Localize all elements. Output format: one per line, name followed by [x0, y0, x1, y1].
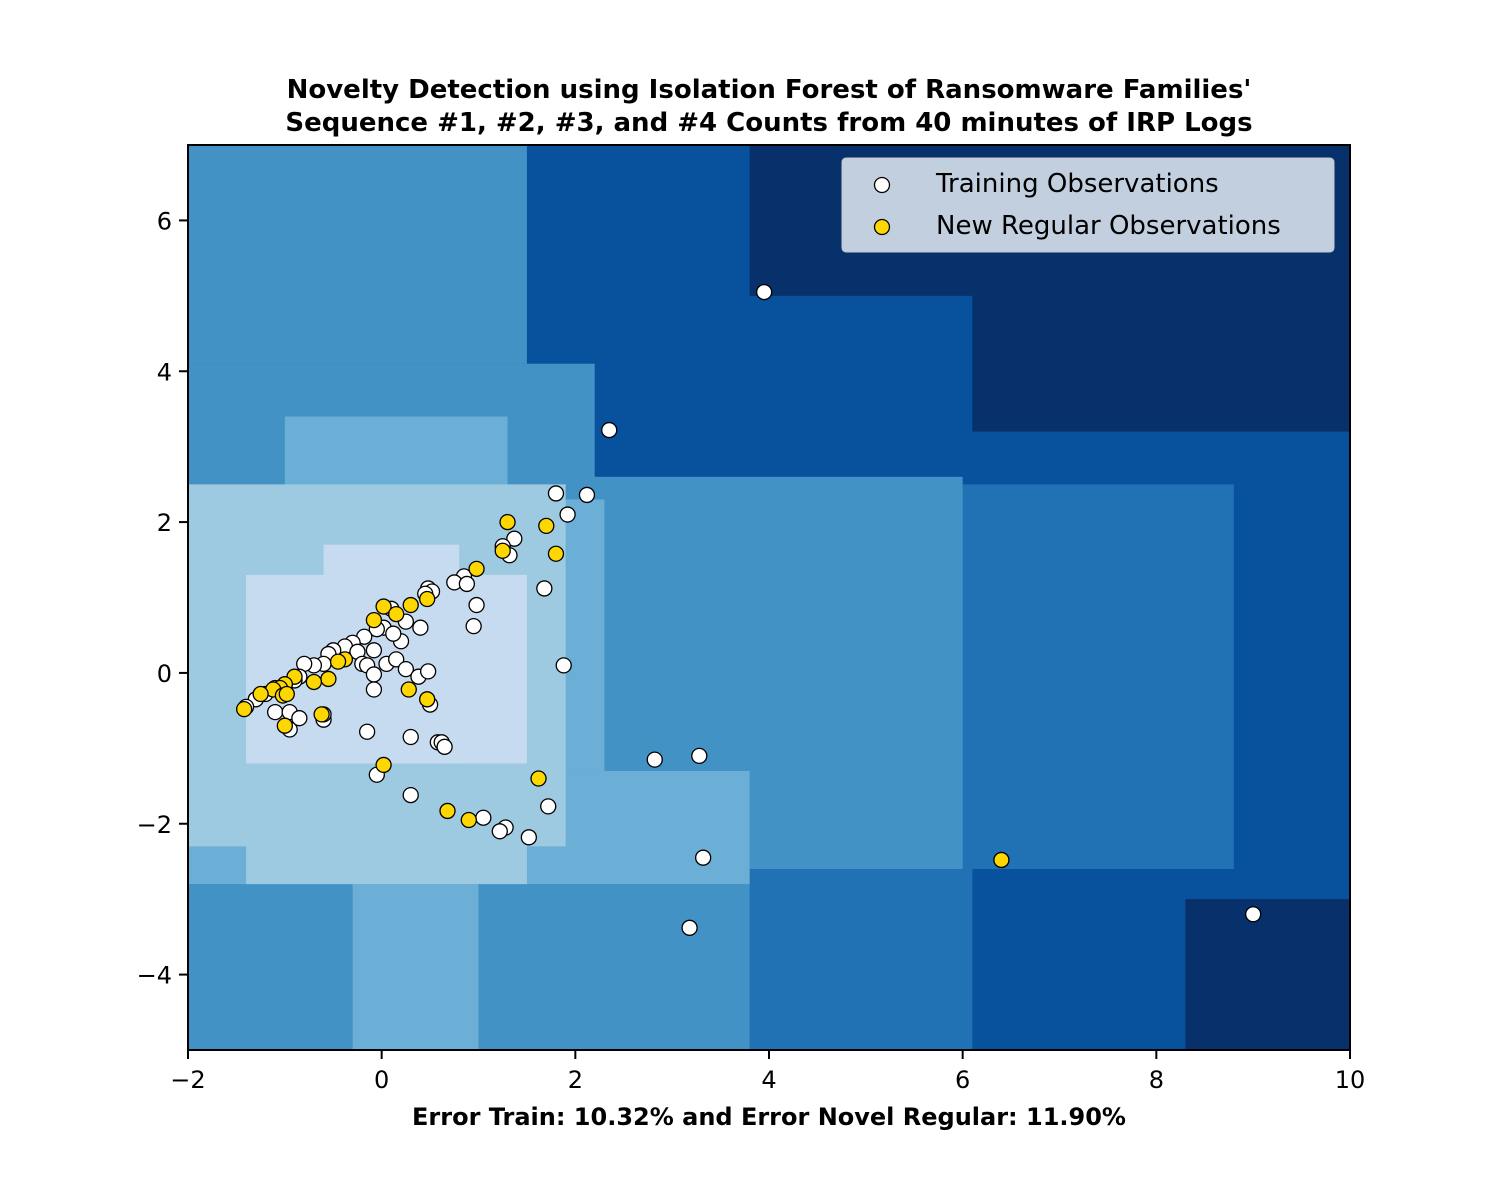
training-point — [402, 786, 419, 804]
chart-title-line-1: Novelty Detection using Isolation Forest… — [287, 75, 1252, 105]
new-regular-point — [252, 685, 269, 703]
contour-band-stalk — [352, 884, 479, 1050]
new-regular-point — [388, 605, 405, 623]
training-point — [547, 485, 565, 502]
x-axis-label: Error Train: 10.32% and Error Novel Regu… — [412, 1103, 1126, 1131]
new-regular-point — [530, 770, 547, 787]
new-regular-point — [419, 590, 436, 608]
new-regular-point — [236, 700, 253, 718]
training-point — [397, 660, 415, 678]
new-regular-point — [439, 802, 456, 820]
training-point — [491, 823, 508, 840]
new-regular-point — [468, 560, 485, 577]
scatter-points — [236, 283, 1262, 936]
new-regular-point — [494, 542, 511, 559]
training-point — [601, 421, 618, 439]
x-tick-label: 10 — [1335, 1066, 1366, 1094]
x-tick-label: 8 — [1149, 1066, 1164, 1094]
contour-band-bottom-right — [1185, 899, 1350, 1050]
training-point — [681, 919, 698, 936]
legend-label-training: Training Observations — [935, 169, 1219, 199]
training-point — [1245, 906, 1262, 923]
training-point — [646, 751, 663, 768]
new-regular-point — [320, 670, 337, 688]
training-point — [475, 809, 492, 826]
training-point — [419, 663, 437, 680]
y-tick-label: 4 — [157, 358, 172, 386]
new-regular-point — [278, 685, 295, 703]
new-regular-point — [402, 596, 419, 614]
training-point — [358, 723, 376, 740]
training-point — [291, 710, 308, 727]
chart-title-line-2: Sequence #1, #2, #3, and #4 Counts from … — [285, 108, 1252, 138]
new-regular-point — [460, 811, 477, 829]
new-regular-point — [329, 653, 347, 670]
training-point — [365, 642, 383, 659]
training-point — [436, 738, 453, 755]
new-regular-point — [313, 706, 330, 723]
legend-marker-training — [873, 176, 891, 194]
training-point — [468, 596, 485, 614]
new-regular-point — [547, 545, 565, 562]
legend-label-new-regular: New Regular Observations — [936, 211, 1281, 241]
training-point — [412, 619, 429, 636]
training-point — [402, 728, 419, 746]
training-point — [458, 575, 476, 593]
training-point — [365, 681, 383, 698]
new-regular-point — [419, 691, 436, 708]
training-point — [536, 580, 553, 597]
x-tick-label: 4 — [761, 1066, 776, 1094]
new-regular-point — [375, 598, 392, 615]
new-regular-point — [305, 673, 323, 691]
training-point — [506, 530, 523, 547]
y-tick-label: 0 — [157, 660, 172, 688]
new-regular-point — [276, 717, 293, 734]
legend-box — [841, 157, 1335, 253]
new-regular-point — [499, 513, 516, 531]
x-tick-label: 0 — [374, 1066, 389, 1094]
y-tick-label: −2 — [137, 811, 172, 839]
new-regular-point — [538, 517, 555, 535]
x-tick-label: 6 — [955, 1066, 970, 1094]
training-point — [520, 829, 538, 846]
x-tick-label: −2 — [170, 1066, 205, 1094]
training-point — [365, 666, 383, 683]
training-point — [691, 747, 708, 765]
training-point — [266, 703, 284, 721]
training-point — [695, 849, 712, 866]
legend-marker-new-regular — [873, 218, 891, 236]
contour-band-core-bottom — [246, 823, 527, 885]
training-point — [388, 651, 405, 668]
y-tick-label: 2 — [157, 509, 172, 537]
x-tick-label: 2 — [568, 1066, 583, 1094]
training-point — [559, 506, 576, 523]
y-tick-label: 6 — [157, 207, 172, 235]
training-point — [540, 798, 557, 815]
new-regular-point — [400, 681, 417, 698]
new-regular-point — [375, 756, 392, 774]
training-point — [385, 625, 402, 642]
series-new-regular-observations — [236, 513, 1010, 869]
y-tick-label: −4 — [137, 962, 172, 990]
legend: Training Observations New Regular Observ… — [841, 157, 1335, 253]
training-point — [756, 283, 773, 301]
axes: −2 0 2 4 6 8 10 −4 −2 0 2 4 6 — [137, 207, 1366, 1094]
training-point — [578, 486, 596, 504]
training-point — [555, 657, 572, 674]
decision-function-contours — [188, 145, 1350, 1050]
new-regular-point — [993, 851, 1010, 869]
new-regular-point — [365, 611, 383, 629]
training-point — [465, 618, 482, 635]
